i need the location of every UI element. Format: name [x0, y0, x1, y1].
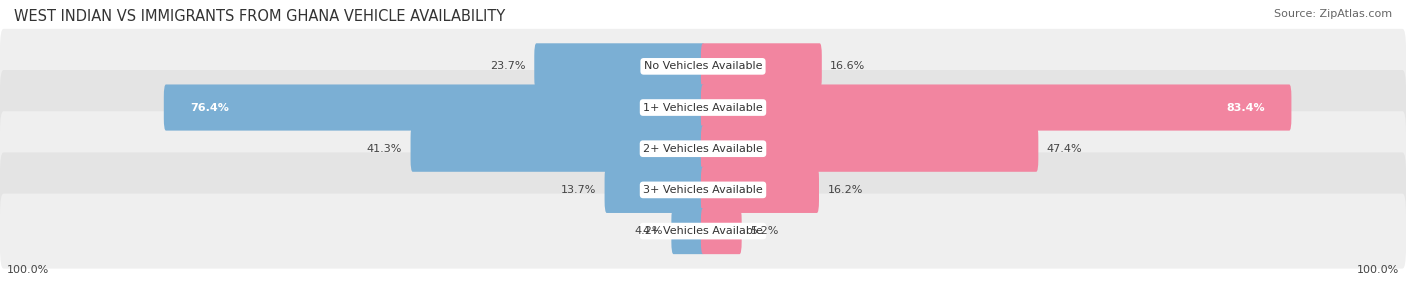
- Text: 1+ Vehicles Available: 1+ Vehicles Available: [643, 103, 763, 112]
- FancyBboxPatch shape: [700, 43, 821, 90]
- Text: 100.0%: 100.0%: [1357, 265, 1399, 275]
- FancyBboxPatch shape: [700, 208, 742, 254]
- Text: 23.7%: 23.7%: [491, 61, 526, 71]
- FancyBboxPatch shape: [700, 167, 818, 213]
- Text: 100.0%: 100.0%: [7, 265, 49, 275]
- FancyBboxPatch shape: [0, 152, 1406, 227]
- Text: No Vehicles Available: No Vehicles Available: [644, 61, 762, 71]
- Text: 2+ Vehicles Available: 2+ Vehicles Available: [643, 144, 763, 154]
- Text: 47.4%: 47.4%: [1046, 144, 1083, 154]
- FancyBboxPatch shape: [672, 208, 706, 254]
- FancyBboxPatch shape: [0, 111, 1406, 186]
- Text: 13.7%: 13.7%: [561, 185, 596, 195]
- Text: 3+ Vehicles Available: 3+ Vehicles Available: [643, 185, 763, 195]
- Text: 5.2%: 5.2%: [751, 226, 779, 236]
- Text: WEST INDIAN VS IMMIGRANTS FROM GHANA VEHICLE AVAILABILITY: WEST INDIAN VS IMMIGRANTS FROM GHANA VEH…: [14, 9, 505, 23]
- Text: 83.4%: 83.4%: [1226, 103, 1265, 112]
- Text: Source: ZipAtlas.com: Source: ZipAtlas.com: [1274, 9, 1392, 19]
- Text: 4+ Vehicles Available: 4+ Vehicles Available: [643, 226, 763, 236]
- FancyBboxPatch shape: [0, 194, 1406, 269]
- FancyBboxPatch shape: [700, 126, 1039, 172]
- FancyBboxPatch shape: [700, 84, 1292, 131]
- FancyBboxPatch shape: [605, 167, 706, 213]
- FancyBboxPatch shape: [0, 70, 1406, 145]
- FancyBboxPatch shape: [163, 84, 704, 131]
- Text: 4.2%: 4.2%: [634, 226, 664, 236]
- Text: 16.6%: 16.6%: [830, 61, 866, 71]
- Text: 16.2%: 16.2%: [827, 185, 863, 195]
- Text: 76.4%: 76.4%: [190, 103, 229, 112]
- Text: 41.3%: 41.3%: [367, 144, 402, 154]
- FancyBboxPatch shape: [0, 29, 1406, 104]
- FancyBboxPatch shape: [411, 126, 706, 172]
- FancyBboxPatch shape: [534, 43, 706, 90]
